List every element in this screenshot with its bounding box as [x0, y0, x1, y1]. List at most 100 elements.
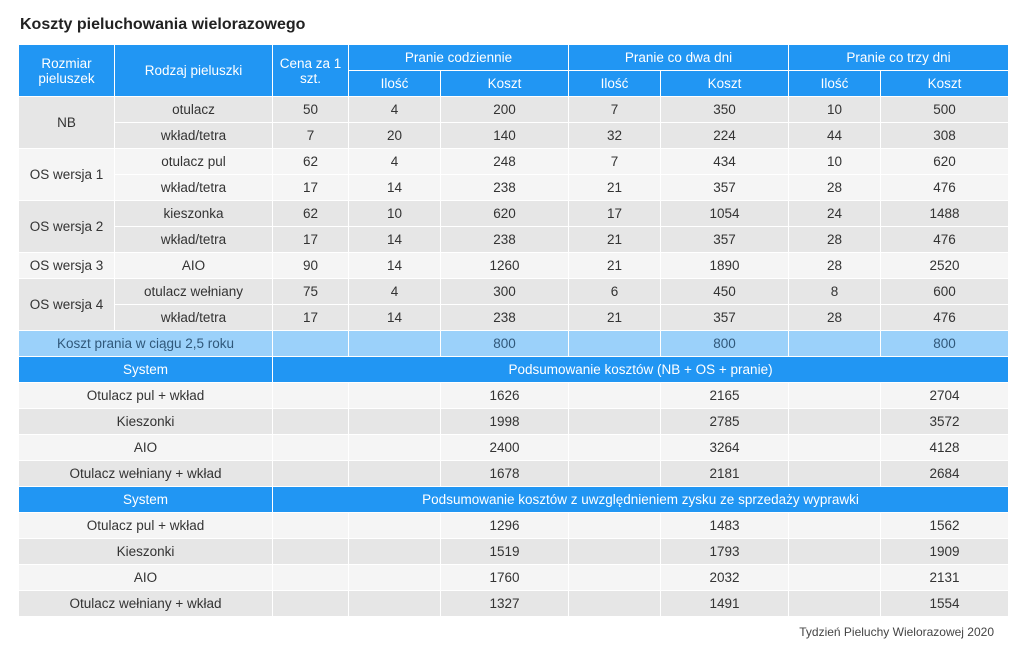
cost-table: Rozmiar pieluszek Rodzaj pieluszki Cena …: [18, 44, 1009, 617]
summary-empty: [789, 435, 881, 461]
qty-cell: 28: [789, 175, 881, 201]
summary-empty: [789, 409, 881, 435]
summary-value: 2704: [881, 383, 1009, 409]
qty-cell: 24: [789, 201, 881, 227]
cost-cell: 476: [881, 227, 1009, 253]
qty-cell: 21: [569, 175, 661, 201]
summary-value: 1491: [661, 591, 789, 617]
summary-empty: [569, 461, 661, 487]
qty-cell: 6: [569, 279, 661, 305]
qty-cell: 32: [569, 123, 661, 149]
summary-name: AIO: [19, 435, 273, 461]
summary-value: 1678: [441, 461, 569, 487]
cost-cell: 1488: [881, 201, 1009, 227]
qty-cell: 44: [789, 123, 881, 149]
qty-cell: 14: [349, 227, 441, 253]
summary-empty: [273, 435, 349, 461]
summary-empty: [789, 513, 881, 539]
summary-empty: [569, 539, 661, 565]
qty-cell: 28: [789, 253, 881, 279]
summary-empty: [789, 461, 881, 487]
qty-cell: 21: [569, 227, 661, 253]
qty-cell: 7: [569, 97, 661, 123]
type-cell: otulacz: [115, 97, 273, 123]
summary-value: 1483: [661, 513, 789, 539]
header-qty: Ilość: [349, 71, 441, 97]
summary-empty: [569, 591, 661, 617]
cost-cell: 238: [441, 175, 569, 201]
header-type: Rodzaj pieluszki: [115, 45, 273, 97]
page-title: Koszty pieluchowania wielorazowego: [20, 16, 1006, 34]
price-cell: 7: [273, 123, 349, 149]
summary-value: 2032: [661, 565, 789, 591]
cost-cell: 357: [661, 227, 789, 253]
header-cost: Koszt: [661, 71, 789, 97]
price-cell: 90: [273, 253, 349, 279]
cost-cell: 1054: [661, 201, 789, 227]
washing-label: Koszt prania w ciągu 2,5 roku: [19, 331, 273, 357]
summary-empty: [273, 565, 349, 591]
cost-cell: 350: [661, 97, 789, 123]
summary-name: AIO: [19, 565, 273, 591]
type-cell: wkład/tetra: [115, 123, 273, 149]
summary-empty: [273, 591, 349, 617]
cost-cell: 300: [441, 279, 569, 305]
qty-cell: 20: [349, 123, 441, 149]
qty-cell: 14: [349, 175, 441, 201]
summary-value: 2684: [881, 461, 1009, 487]
summary-value: 2785: [661, 409, 789, 435]
header-price: Cena za 1 szt.: [273, 45, 349, 97]
summary-value: 2165: [661, 383, 789, 409]
header-qty: Ilość: [789, 71, 881, 97]
type-cell: kieszonka: [115, 201, 273, 227]
washing-empty: [349, 331, 441, 357]
summary-value: 3264: [661, 435, 789, 461]
type-cell: otulacz wełniany: [115, 279, 273, 305]
summary-value: 1909: [881, 539, 1009, 565]
summary-empty: [789, 539, 881, 565]
summary-value: 3572: [881, 409, 1009, 435]
summary-name: Otulacz wełniany + wkład: [19, 591, 273, 617]
summary-name: Otulacz pul + wkład: [19, 513, 273, 539]
summary-empty: [789, 591, 881, 617]
cost-cell: 434: [661, 149, 789, 175]
washing-empty: [273, 331, 349, 357]
washing-value: 800: [881, 331, 1009, 357]
summary-name: Otulacz pul + wkład: [19, 383, 273, 409]
summary-empty: [569, 383, 661, 409]
qty-cell: 10: [789, 149, 881, 175]
summary-value: 1554: [881, 591, 1009, 617]
summary-empty: [273, 461, 349, 487]
summary-empty: [349, 435, 441, 461]
cost-cell: 1260: [441, 253, 569, 279]
summary-value: 1760: [441, 565, 569, 591]
size-cell: OS wersja 2: [19, 201, 115, 253]
cost-cell: 238: [441, 227, 569, 253]
summary-empty: [273, 409, 349, 435]
price-cell: 50: [273, 97, 349, 123]
price-cell: 17: [273, 175, 349, 201]
qty-cell: 4: [349, 97, 441, 123]
cost-cell: 140: [441, 123, 569, 149]
price-cell: 62: [273, 201, 349, 227]
qty-cell: 4: [349, 149, 441, 175]
summary-empty: [569, 565, 661, 591]
summary-empty: [349, 383, 441, 409]
summary-system: System: [19, 357, 273, 383]
summary-empty: [273, 513, 349, 539]
summary-value: 1626: [441, 383, 569, 409]
summary-empty: [273, 383, 349, 409]
summary-empty: [273, 539, 349, 565]
summary-empty: [349, 513, 441, 539]
qty-cell: 10: [349, 201, 441, 227]
summary-name: Kieszonki: [19, 539, 273, 565]
size-cell: OS wersja 4: [19, 279, 115, 331]
header-daily: Pranie codziennie: [349, 45, 569, 71]
summary-empty: [349, 565, 441, 591]
qty-cell: 28: [789, 305, 881, 331]
summary-empty: [569, 409, 661, 435]
summary-system: System: [19, 487, 273, 513]
summary-value: 1296: [441, 513, 569, 539]
washing-value: 800: [441, 331, 569, 357]
footer-text: Tydzień Pieluchy Wielorazowej 2020: [18, 625, 994, 639]
